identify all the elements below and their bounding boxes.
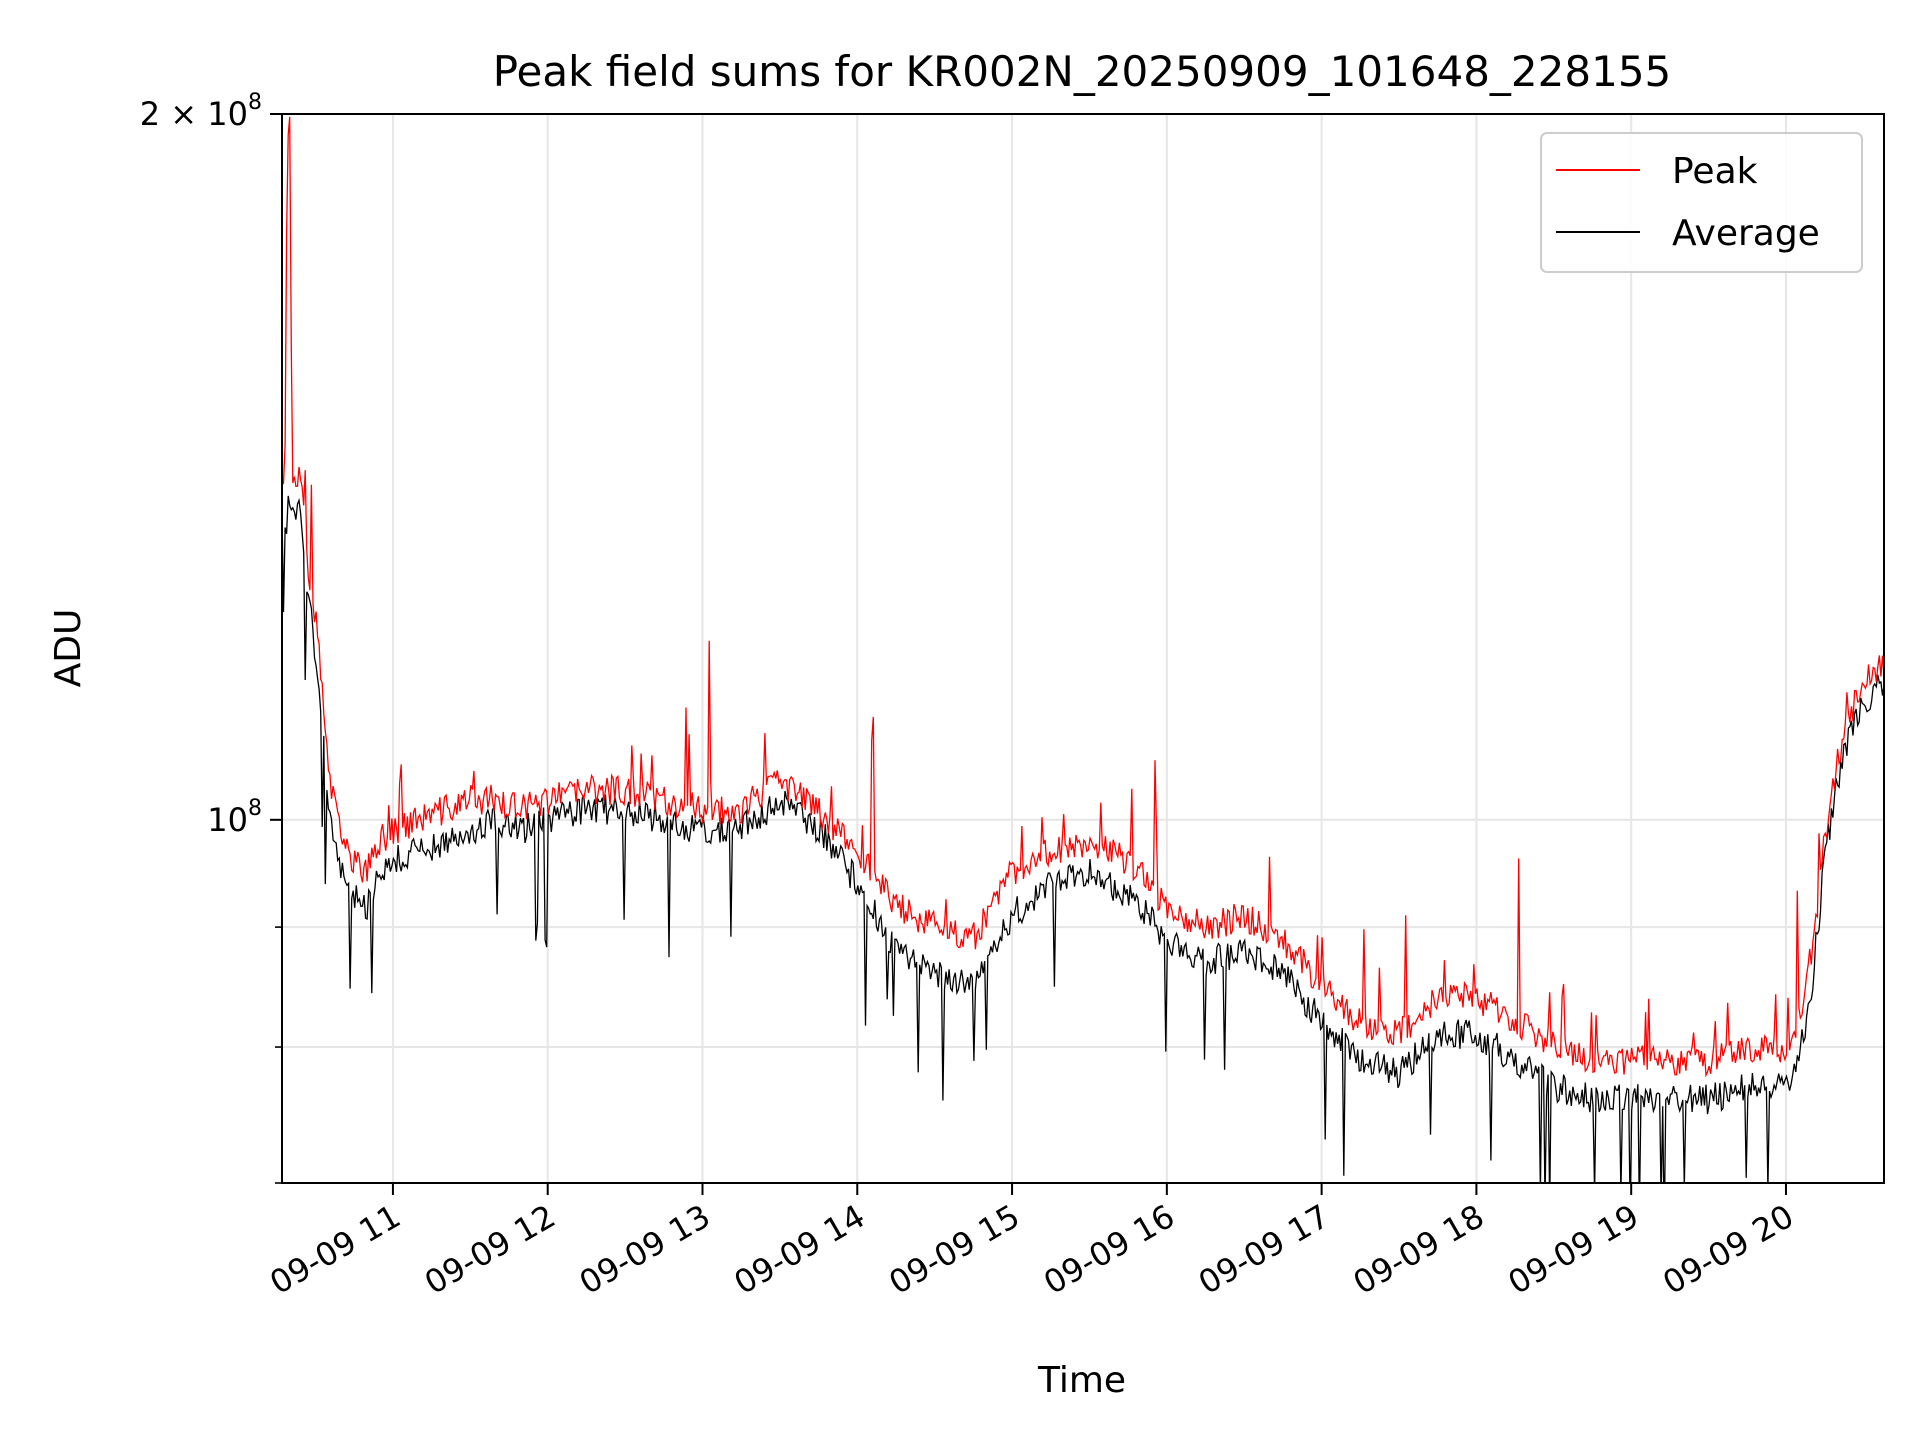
- legend-label-average: Average: [1672, 213, 1820, 254]
- chart-title: Peak field sums for KR002N_20250909_1016…: [493, 47, 1672, 96]
- grid: [282, 113, 1884, 1184]
- y-tick-exp: 8: [248, 796, 262, 821]
- y-tick-base: 10: [207, 95, 248, 133]
- plot-frame: [281, 113, 1885, 1184]
- y-tick-exp: 8: [248, 90, 262, 115]
- y-tick-coef: 2 ×: [140, 95, 208, 133]
- legend: Peak Average: [1540, 132, 1863, 273]
- y-tick-label: 2 × 108: [140, 90, 262, 133]
- plot-lines: [282, 116, 1884, 1183]
- y-axis-label: ADU: [48, 609, 89, 688]
- y-tick-base: 10: [207, 801, 248, 839]
- legend-box: [1540, 132, 1863, 273]
- y-tick-label: 108: [207, 796, 262, 839]
- series-line-peak: [282, 116, 1884, 1078]
- legend-label-peak: Peak: [1672, 151, 1758, 192]
- series-line-average: [282, 495, 1884, 1183]
- x-axis-label: Time: [1037, 1360, 1126, 1401]
